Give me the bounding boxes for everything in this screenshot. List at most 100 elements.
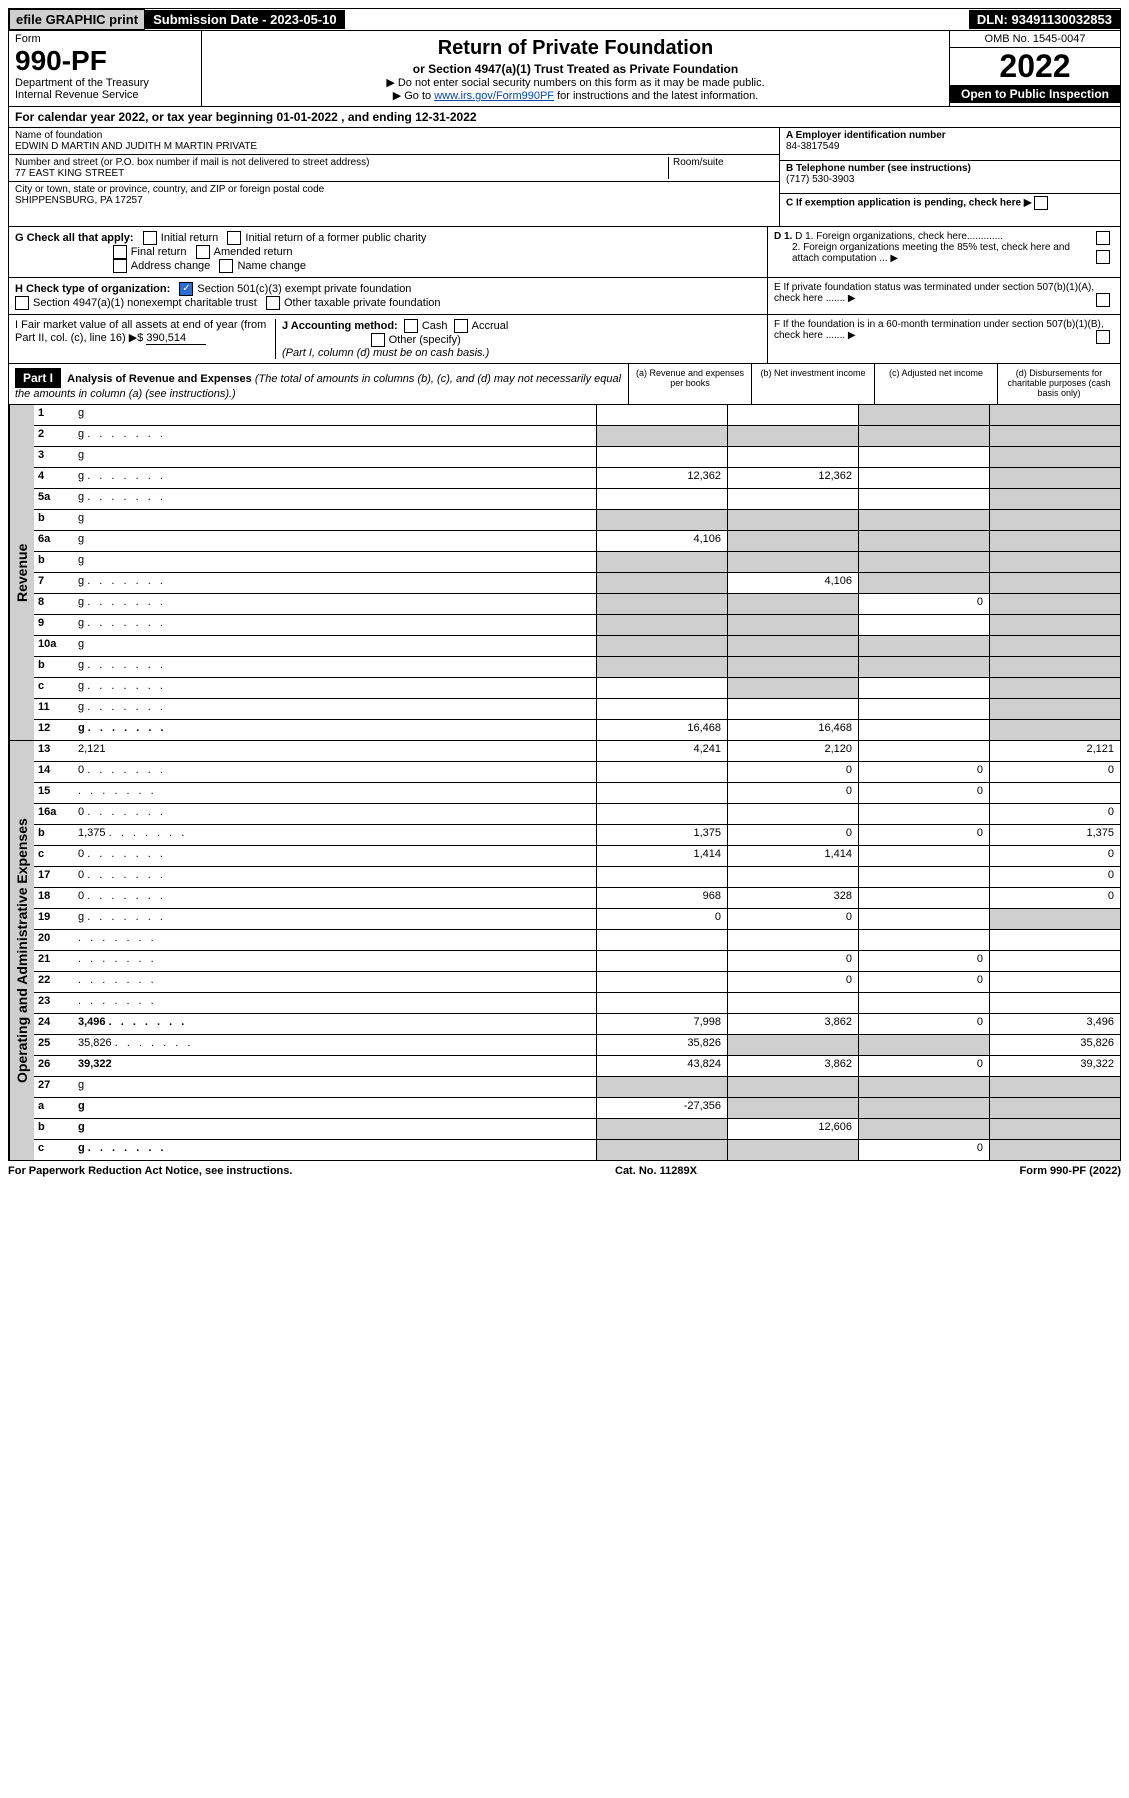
col-b-header: (b) Net investment income bbox=[751, 364, 874, 404]
cell-b: 0 bbox=[727, 783, 858, 803]
checkbox-d1[interactable] bbox=[1096, 231, 1110, 245]
cell-d bbox=[989, 678, 1120, 698]
note-link: ▶ Go to www.irs.gov/Form990PF for instru… bbox=[206, 89, 945, 102]
cell-a bbox=[596, 783, 727, 803]
cell-a bbox=[596, 951, 727, 971]
row-description: . . . . . . . bbox=[74, 993, 596, 1013]
row-number: 20 bbox=[34, 930, 74, 950]
cell-b bbox=[727, 804, 858, 824]
row-number: 25 bbox=[34, 1035, 74, 1055]
checkbox-accrual[interactable] bbox=[454, 319, 468, 333]
cell-c bbox=[858, 930, 989, 950]
checkbox-e[interactable] bbox=[1096, 293, 1110, 307]
ein-value: 84-3817549 bbox=[786, 141, 1114, 152]
checkbox-address[interactable] bbox=[113, 259, 127, 273]
table-row: 6ag4,106 bbox=[34, 531, 1120, 552]
cell-a bbox=[596, 867, 727, 887]
section-i-j: I Fair market value of all assets at end… bbox=[8, 315, 1121, 364]
open-to-public: Open to Public Inspection bbox=[950, 85, 1120, 103]
d2-foreign: 2. Foreign organizations meeting the 85%… bbox=[774, 242, 1114, 264]
table-row: 20 . . . . . . . bbox=[34, 930, 1120, 951]
row-number: 15 bbox=[34, 783, 74, 803]
table-row: 9g . . . . . . . bbox=[34, 615, 1120, 636]
checkbox-name[interactable] bbox=[219, 259, 233, 273]
table-row: 23 . . . . . . . bbox=[34, 993, 1120, 1014]
row-description: 0 . . . . . . . bbox=[74, 888, 596, 908]
checkbox-other-method[interactable] bbox=[371, 333, 385, 347]
checkbox-f[interactable] bbox=[1096, 330, 1110, 344]
cell-a bbox=[596, 804, 727, 824]
row-number: 12 bbox=[34, 720, 74, 740]
checkbox-d2[interactable] bbox=[1096, 250, 1110, 264]
row-description: 1,375 . . . . . . . bbox=[74, 825, 596, 845]
checkbox-initial-former[interactable] bbox=[227, 231, 241, 245]
cell-a: 0 bbox=[596, 909, 727, 929]
cell-a: 35,826 bbox=[596, 1035, 727, 1055]
row-description: g . . . . . . . bbox=[74, 699, 596, 719]
irs-link[interactable]: www.irs.gov/Form990PF bbox=[434, 90, 554, 102]
table-row: b1,375 . . . . . . .1,375001,375 bbox=[34, 825, 1120, 846]
cell-a: 1,414 bbox=[596, 846, 727, 866]
cell-b: 4,106 bbox=[727, 573, 858, 593]
cell-c bbox=[858, 678, 989, 698]
form-label: Form bbox=[15, 33, 195, 45]
row-description: g . . . . . . . bbox=[74, 909, 596, 929]
cell-c: 0 bbox=[858, 972, 989, 992]
row-description: 2,121 bbox=[74, 741, 596, 761]
cell-b bbox=[727, 531, 858, 551]
h-label: H Check type of organization: bbox=[15, 283, 170, 295]
cell-b: 0 bbox=[727, 825, 858, 845]
row-number: 26 bbox=[34, 1056, 74, 1076]
cell-b bbox=[727, 699, 858, 719]
cell-c bbox=[858, 741, 989, 761]
cell-c bbox=[858, 1098, 989, 1118]
cell-c bbox=[858, 573, 989, 593]
checkbox-final[interactable] bbox=[113, 245, 127, 259]
checkbox-initial[interactable] bbox=[143, 231, 157, 245]
checkbox-cash[interactable] bbox=[404, 319, 418, 333]
form-subtitle: or Section 4947(a)(1) Trust Treated as P… bbox=[206, 62, 945, 76]
cell-a bbox=[596, 552, 727, 572]
row-number: 13 bbox=[34, 741, 74, 761]
cell-a bbox=[596, 930, 727, 950]
g-label: G Check all that apply: bbox=[15, 232, 134, 244]
footer-mid: Cat. No. 11289X bbox=[615, 1165, 697, 1177]
row-number: 14 bbox=[34, 762, 74, 782]
irs-label: Internal Revenue Service bbox=[15, 89, 195, 101]
checkbox-c[interactable] bbox=[1034, 196, 1048, 210]
cell-c bbox=[858, 1035, 989, 1055]
efile-print-button[interactable]: efile GRAPHIC print bbox=[9, 9, 145, 30]
cell-c bbox=[858, 804, 989, 824]
checkbox-other-taxable[interactable] bbox=[266, 296, 280, 310]
checkbox-4947[interactable] bbox=[15, 296, 29, 310]
cell-c bbox=[858, 636, 989, 656]
cell-b: 3,862 bbox=[727, 1056, 858, 1076]
cell-d bbox=[989, 699, 1120, 719]
dln-label: DLN: 93491130032853 bbox=[969, 10, 1120, 29]
address: 77 EAST KING STREET bbox=[15, 168, 668, 179]
row-description: 0 . . . . . . . bbox=[74, 867, 596, 887]
cell-b bbox=[727, 657, 858, 677]
checkbox-501c3[interactable] bbox=[179, 282, 193, 296]
cell-c bbox=[858, 489, 989, 509]
cell-d bbox=[989, 636, 1120, 656]
cell-d bbox=[989, 1077, 1120, 1097]
cell-c bbox=[858, 846, 989, 866]
section-h: H Check type of organization: Section 50… bbox=[8, 278, 1121, 315]
cell-d: 0 bbox=[989, 804, 1120, 824]
cell-b bbox=[727, 489, 858, 509]
part1-title: Analysis of Revenue and Expenses bbox=[67, 373, 252, 385]
table-row: 12g . . . . . . .16,46816,468 bbox=[34, 720, 1120, 740]
omb-number: OMB No. 1545-0047 bbox=[950, 31, 1120, 48]
cell-d bbox=[989, 426, 1120, 446]
checkbox-amended[interactable] bbox=[196, 245, 210, 259]
row-description: g bbox=[74, 1077, 596, 1097]
table-row: 132,1214,2412,1202,121 bbox=[34, 741, 1120, 762]
cell-a: 968 bbox=[596, 888, 727, 908]
cell-d bbox=[989, 552, 1120, 572]
cell-a: 12,362 bbox=[596, 468, 727, 488]
row-number: 5a bbox=[34, 489, 74, 509]
cell-b bbox=[727, 510, 858, 530]
cell-c: 0 bbox=[858, 825, 989, 845]
cell-b bbox=[727, 993, 858, 1013]
